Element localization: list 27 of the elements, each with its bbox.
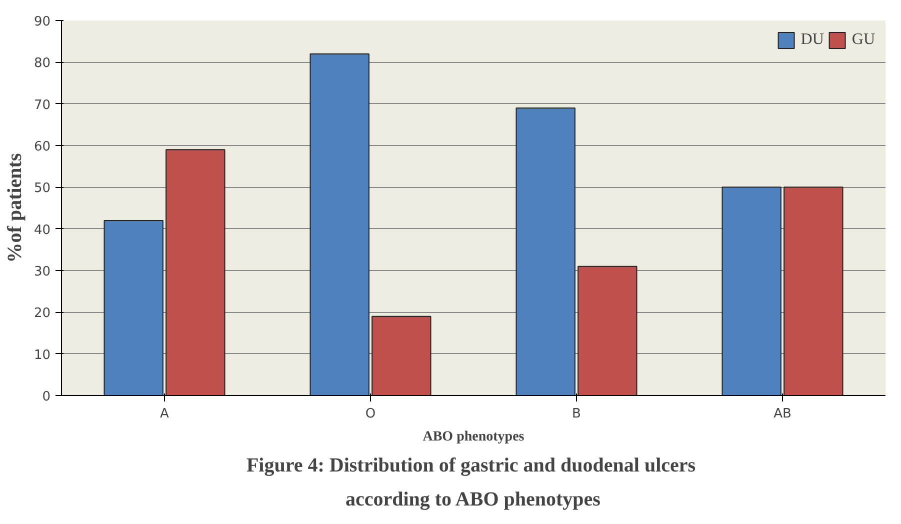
y-tick-label: 0 xyxy=(42,390,51,404)
x-tick-label: A xyxy=(160,406,170,422)
y-tick-label: 80 xyxy=(34,56,51,72)
bar xyxy=(310,53,370,396)
legend-label: DU xyxy=(800,31,824,49)
y-tick-label: 70 xyxy=(34,98,51,113)
bar xyxy=(166,149,226,396)
text: Figure 4: Distribution of gastric and duodenal ulcers according to ABO phenotypes xyxy=(246,454,696,510)
y-tick-label: 60 xyxy=(34,140,51,154)
x-axis-title: ABO phenotypes xyxy=(422,430,525,444)
y-tick-label: 20 xyxy=(34,306,51,322)
y-tick-label: 30 xyxy=(34,264,51,280)
bar xyxy=(104,220,164,396)
bar xyxy=(516,108,576,396)
bar xyxy=(722,186,782,396)
legend-label: GU xyxy=(852,31,875,49)
y-tick-label: 40 xyxy=(34,222,51,238)
y-tick-label: 90 xyxy=(34,14,51,30)
bar xyxy=(372,316,432,396)
x-tick-label: B xyxy=(572,406,581,422)
x-tick-label: AB xyxy=(774,406,792,422)
bar xyxy=(578,266,638,396)
y-tick-label: 10 xyxy=(34,348,51,363)
x-tick-label: O xyxy=(365,406,376,422)
bar xyxy=(784,186,844,396)
y-tick-label: 50 xyxy=(34,181,51,196)
y-axis-title: %of patients xyxy=(4,153,26,263)
